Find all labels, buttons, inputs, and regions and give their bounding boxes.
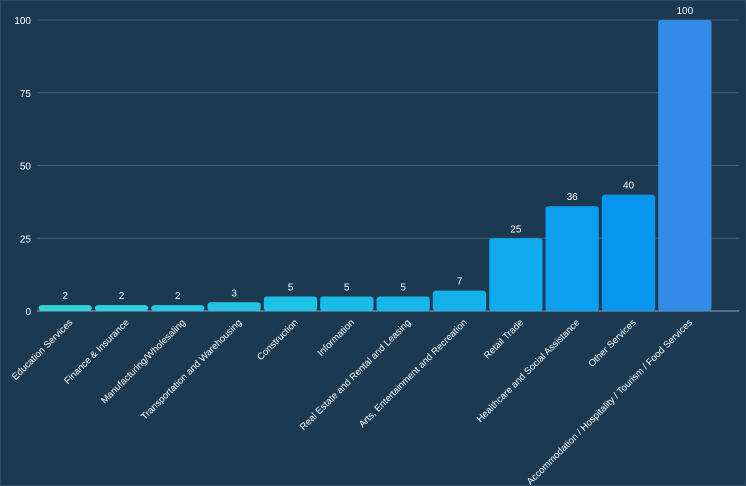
x-category-label: Construction [255, 317, 300, 362]
x-category-label: Arts, Entertainment and Recreation [357, 317, 470, 430]
bar-11 [658, 20, 712, 311]
data-label: 2 [119, 291, 125, 302]
bar-10 [601, 194, 656, 311]
data-label: 5 [400, 282, 406, 293]
x-category-label: Information [316, 317, 357, 358]
data-label: 7 [457, 277, 463, 288]
bar-8 [489, 238, 543, 311]
x-category-label: Real Estate and Rental and Leasing [298, 317, 413, 432]
bar-4 [263, 296, 318, 311]
data-label: 3 [231, 288, 237, 299]
bar-9 [545, 206, 599, 311]
data-label: 100 [676, 6, 693, 17]
x-category-label: Other Services [586, 317, 638, 369]
bar-2 [151, 305, 205, 311]
bar-7 [432, 290, 487, 311]
x-category-label: Education Services [10, 317, 75, 382]
bar-0 [38, 305, 92, 311]
y-tick-label: 0 [25, 307, 31, 318]
data-label: 36 [567, 192, 579, 203]
bar-3 [207, 302, 261, 311]
data-label: 5 [344, 282, 350, 293]
data-label: 40 [623, 181, 635, 192]
data-label: 2 [175, 291, 181, 302]
x-category-label: Transportation and Warehousing [139, 317, 244, 422]
data-label: 25 [510, 224, 522, 235]
bar-1 [94, 305, 149, 311]
x-category-label: Healthcare and Social Assistance [475, 317, 582, 424]
data-label: 5 [288, 282, 294, 293]
y-tick-label: 100 [14, 16, 31, 27]
bar-5 [320, 296, 374, 311]
bar-6 [376, 296, 430, 311]
x-category-label: Retail Trade [482, 317, 526, 361]
y-tick-label: 75 [20, 89, 32, 100]
y-tick-label: 50 [20, 162, 32, 173]
data-label: 2 [62, 291, 68, 302]
y-tick-label: 25 [20, 234, 32, 245]
